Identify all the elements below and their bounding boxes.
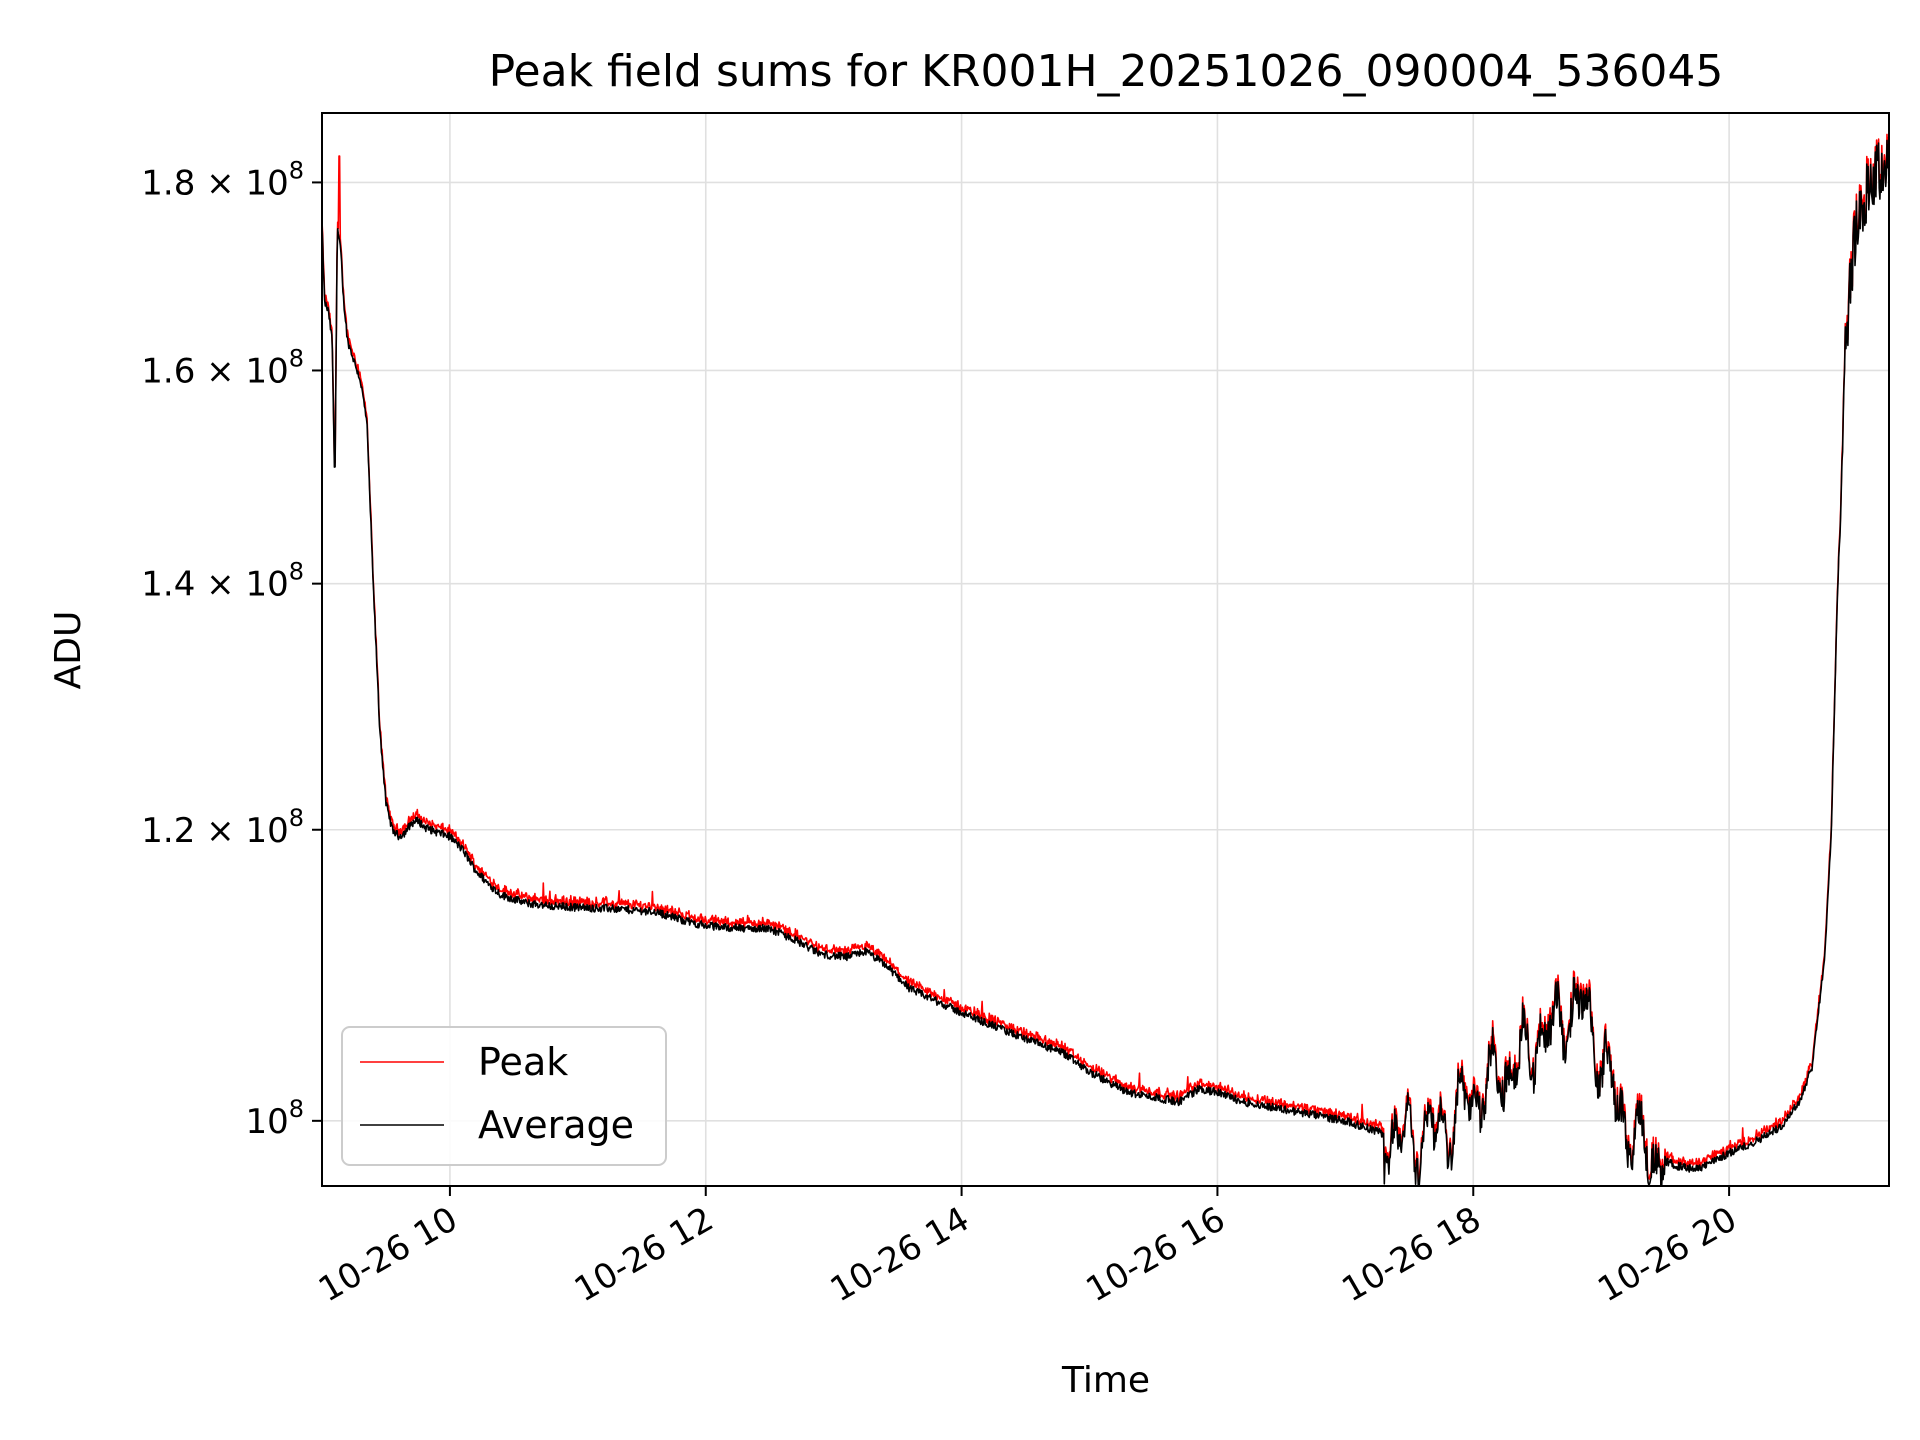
y-tick-label: 1.8 × 108 <box>141 156 304 203</box>
x-tick-label: 10-26 20 <box>1591 1199 1743 1310</box>
plot-frame <box>321 112 1890 1187</box>
grid-layer <box>322 113 1889 1186</box>
average-series-line <box>322 139 1889 1186</box>
x-axis-label: Time <box>1061 1360 1150 1401</box>
x-axis: 10-26 10 10-26 12 10-26 14 10-26 16 10-26 18… <box>312 1186 1744 1310</box>
x-tick-label: 10-26 12 <box>568 1199 720 1310</box>
chart-title: Peak field sums for KR001H_20251026_0900… <box>489 46 1724 97</box>
x-tick-label: 10-26 18 <box>1335 1199 1487 1310</box>
y-axis: 108 1.2 × 108 1.4 × 108 1.6 × 108 1.8 × 108 <box>141 156 322 1142</box>
y-tick-label: 1.4 × 108 <box>141 558 304 605</box>
y-tick-label: 1.6 × 108 <box>141 344 304 391</box>
y-tick-label: 1.2 × 108 <box>141 804 304 851</box>
legend-average-label: Average <box>478 1103 634 1147</box>
legend: Peak Average <box>341 1026 667 1166</box>
y-tick-label: 108 <box>245 1095 304 1142</box>
x-tick-label: 10-26 16 <box>1080 1199 1232 1310</box>
series-layer <box>322 133 1889 1186</box>
legend-peak-label: Peak <box>478 1040 568 1084</box>
y-axis-label: ADU <box>48 611 89 690</box>
x-tick-label: 10-26 10 <box>312 1199 464 1310</box>
x-tick-label: 10-26 14 <box>824 1199 976 1310</box>
